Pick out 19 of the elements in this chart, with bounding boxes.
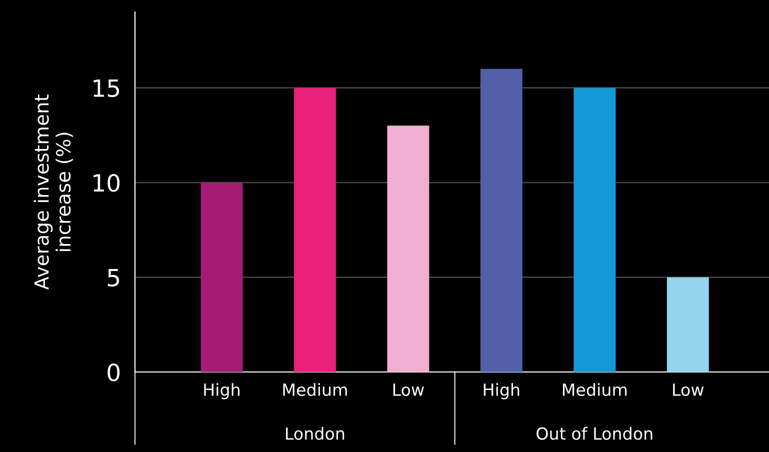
- y-tick-label: 5: [108, 269, 120, 287]
- text: London: [286, 426, 344, 440]
- text: Out of London: [536, 426, 652, 440]
- y-tick-label: 10: [94, 174, 120, 192]
- x-tick-label: Low: [673, 384, 704, 396]
- bar: [574, 88, 616, 372]
- y-tick-label: 0: [108, 363, 120, 382]
- bar: [387, 126, 430, 372]
- x-tick-label: Medium: [283, 383, 347, 396]
- bar: [294, 88, 336, 372]
- bar: [480, 68, 522, 372]
- x-tick-label: High: [204, 383, 240, 400]
- bar: [200, 182, 243, 372]
- x-tick-label: High: [484, 383, 520, 400]
- bar: [666, 277, 709, 372]
- y-axis-title: Average investment increase (%): [34, 94, 73, 290]
- y-tick-label: 15: [94, 80, 120, 98]
- x-tick-label: Low: [393, 384, 424, 396]
- x-tick-label: Medium: [562, 383, 627, 396]
